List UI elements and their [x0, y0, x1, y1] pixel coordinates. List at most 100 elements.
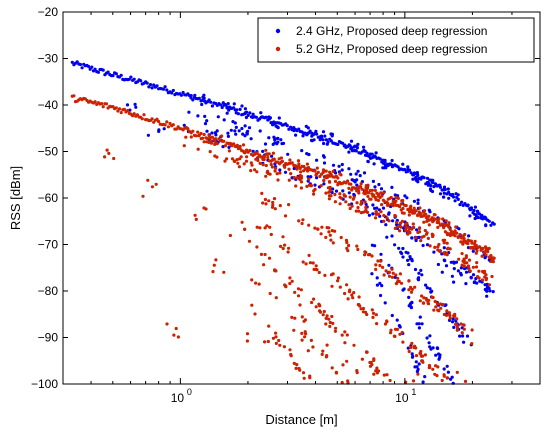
data-point	[460, 331, 464, 335]
data-point	[244, 115, 248, 120]
data-point	[303, 335, 307, 339]
data-point	[390, 158, 394, 163]
y-tick-label: −70	[38, 238, 59, 252]
data-point	[442, 224, 446, 228]
data-point	[403, 167, 407, 172]
data-point	[292, 129, 296, 133]
data-point	[228, 142, 232, 146]
data-point	[267, 256, 272, 260]
data-point	[390, 234, 394, 238]
data-point	[165, 120, 169, 124]
data-point	[410, 287, 414, 291]
data-point	[200, 102, 204, 107]
x-tick-exponent: 1	[411, 387, 416, 397]
data-point	[360, 187, 364, 191]
data-point	[347, 203, 351, 207]
data-point	[235, 158, 239, 162]
data-point	[401, 255, 405, 259]
data-point	[454, 192, 458, 196]
data-point	[277, 116, 281, 120]
data-point	[452, 280, 456, 284]
data-point	[407, 288, 411, 292]
data-point	[443, 259, 447, 263]
data-point	[383, 301, 387, 305]
data-point	[438, 353, 442, 357]
data-point	[368, 364, 373, 368]
data-point	[111, 74, 115, 78]
data-point	[272, 197, 277, 201]
data-point	[317, 270, 321, 275]
data-point	[251, 112, 255, 116]
data-point	[147, 85, 151, 89]
data-point	[325, 354, 329, 358]
data-point	[440, 252, 444, 256]
data-point	[445, 364, 449, 368]
legend-label: 5.2 GHz, Proposed deep regression	[296, 42, 487, 56]
data-point	[214, 133, 218, 137]
data-point	[145, 81, 149, 85]
data-point	[434, 184, 439, 188]
y-tick-label: −90	[38, 331, 59, 345]
data-point	[439, 306, 443, 310]
data-point	[301, 371, 306, 375]
data-point	[237, 165, 241, 169]
data-point	[412, 199, 416, 203]
data-point	[347, 191, 351, 195]
data-point	[289, 125, 293, 129]
data-point	[196, 130, 200, 134]
data-point	[233, 121, 237, 125]
data-point	[234, 111, 238, 115]
data-point	[194, 217, 198, 221]
data-point	[454, 225, 458, 229]
data-point	[163, 85, 167, 89]
data-point	[365, 153, 369, 157]
data-point	[466, 204, 470, 208]
data-point	[90, 65, 94, 69]
data-point	[286, 152, 290, 156]
data-point	[205, 137, 210, 141]
data-point	[413, 267, 418, 272]
data-point	[290, 279, 294, 283]
data-point	[402, 287, 406, 291]
data-point	[419, 176, 424, 180]
data-point	[462, 264, 467, 269]
data-point	[492, 222, 496, 226]
data-point	[351, 197, 355, 201]
data-point	[350, 204, 354, 208]
data-point	[253, 312, 257, 316]
data-point	[201, 95, 205, 99]
data-point	[221, 145, 225, 149]
data-point	[245, 155, 249, 159]
data-point	[181, 90, 185, 95]
data-point	[376, 198, 380, 202]
data-point	[450, 320, 455, 324]
data-point	[447, 223, 451, 227]
data-point	[420, 294, 424, 298]
data-point	[366, 253, 371, 257]
data-point	[371, 194, 375, 198]
data-point	[331, 163, 336, 167]
data-point	[214, 137, 218, 141]
data-point	[406, 169, 410, 173]
y-tick-label: −20	[38, 5, 59, 19]
data-point	[427, 341, 431, 345]
data-point	[129, 75, 133, 79]
data-point	[445, 309, 449, 313]
data-point	[479, 246, 483, 250]
data-point	[259, 252, 264, 256]
data-point	[393, 193, 397, 197]
data-point	[324, 169, 328, 173]
data-point	[401, 246, 405, 251]
legend-marker	[275, 28, 281, 34]
data-point	[441, 302, 445, 307]
data-point	[294, 184, 298, 188]
data-point	[382, 191, 386, 195]
data-point	[228, 233, 232, 238]
data-point	[385, 235, 389, 239]
data-point	[328, 180, 332, 184]
data-point	[307, 177, 311, 181]
data-point	[324, 138, 328, 142]
data-point	[428, 287, 432, 291]
data-point	[322, 155, 326, 159]
data-point	[271, 157, 275, 162]
